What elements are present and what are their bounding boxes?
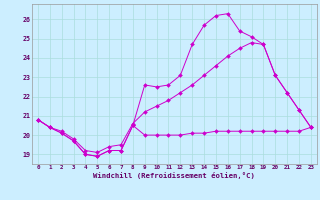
X-axis label: Windchill (Refroidissement éolien,°C): Windchill (Refroidissement éolien,°C) — [93, 172, 255, 179]
